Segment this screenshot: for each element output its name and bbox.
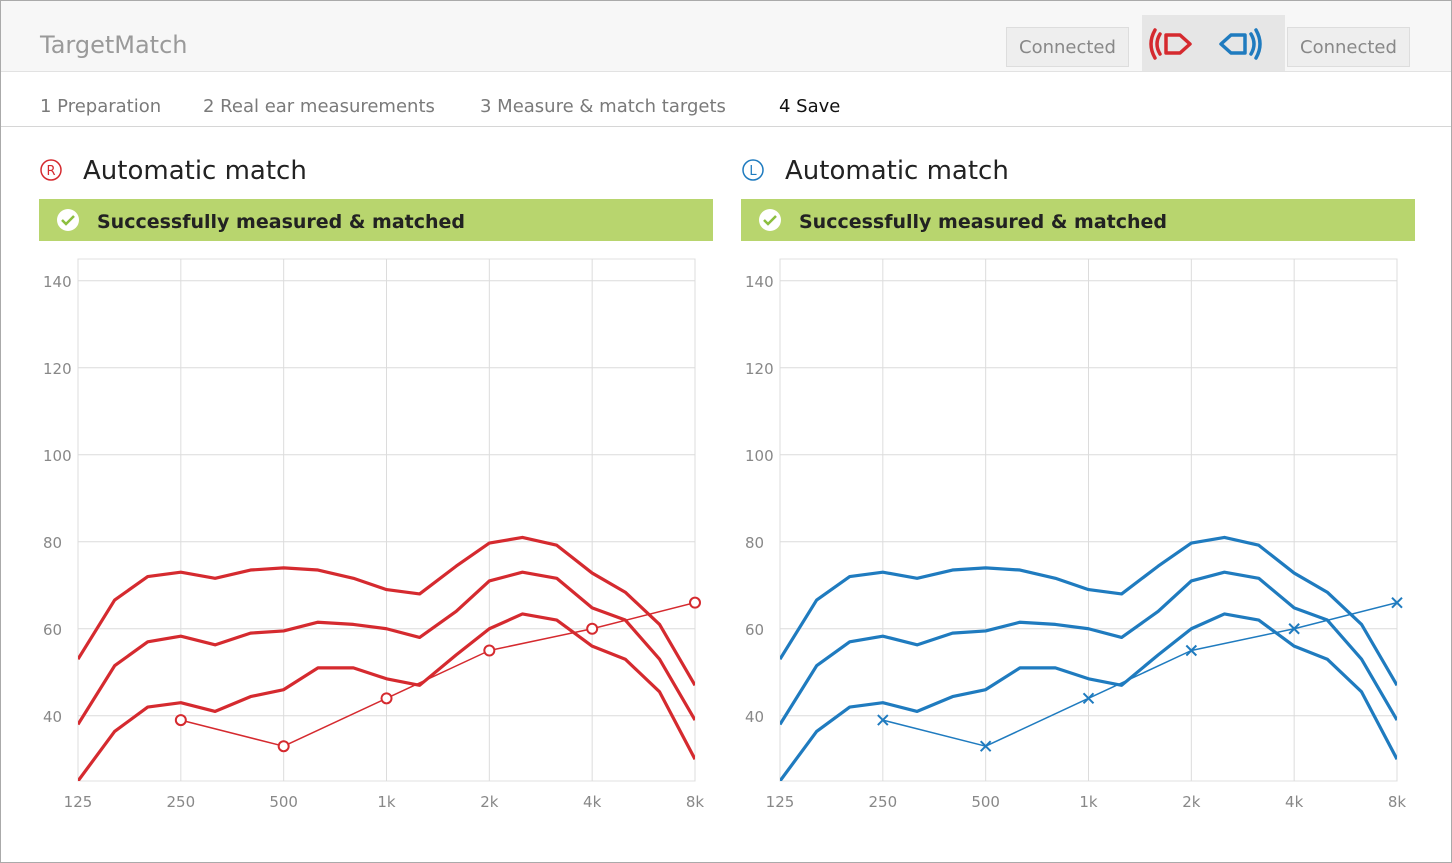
x-tick-label: 250: [869, 793, 898, 811]
marker: [877, 714, 889, 726]
step[interactable]: 2 Real ear measurements: [203, 96, 435, 117]
marker: [1288, 623, 1300, 635]
title-bar: TargetMatch Connected Connected: [1, 1, 1451, 72]
marker: [380, 692, 393, 705]
y-tick-label: 80: [745, 534, 764, 552]
x-tick-label: 125: [64, 793, 93, 811]
y-tick-label: 60: [43, 621, 62, 639]
status-banner: [39, 199, 713, 241]
y-tick-label: 140: [745, 273, 774, 291]
x-tick-label: 1k: [1079, 793, 1098, 811]
marker: [1185, 644, 1198, 657]
x-tick-label: 2k: [480, 793, 499, 811]
marker: [174, 714, 187, 727]
curve: [882, 601, 1397, 747]
y-tick-label: 100: [745, 447, 774, 465]
marker: [277, 740, 290, 753]
curve: [78, 612, 695, 781]
marker: [586, 622, 599, 635]
charts: R Automatic match Successfully measured & …: [39, 156, 1415, 811]
marker: [689, 596, 701, 609]
side-label: R: [46, 164, 55, 179]
x-tick-label: 500: [269, 793, 298, 811]
status-check: [61, 215, 75, 226]
side-label: L: [749, 164, 757, 179]
status-check-circle: [759, 209, 781, 231]
curve: [780, 570, 1397, 726]
side-badge: [40, 159, 62, 181]
marker: [979, 740, 992, 752]
curve: [780, 612, 1397, 781]
y-tick-label: 40: [43, 708, 62, 726]
status-right: Connected: [1287, 27, 1410, 67]
panel-title: Automatic match: [785, 156, 1009, 186]
curve: [780, 535, 1397, 687]
side-badge: [742, 159, 764, 181]
status-left: Connected: [1006, 27, 1129, 67]
step[interactable]: 1 Preparation: [40, 96, 162, 117]
speaker-icons: [1149, 28, 1262, 60]
app-title: TargetMatch: [40, 31, 188, 59]
status-check: [763, 215, 777, 226]
marker: [1391, 596, 1403, 609]
x-tick-label: 500: [971, 793, 1000, 811]
plot-area: [780, 535, 1397, 781]
marker: [1082, 692, 1095, 705]
x-tick-label: 125: [766, 793, 795, 811]
x-tick-label: 8k: [686, 793, 705, 811]
status-text: Successfully measured & matched: [799, 211, 1167, 233]
curve: [78, 570, 695, 726]
x-tick-label: 4k: [1285, 793, 1304, 811]
step[interactable]: 3 Measure & match targets: [480, 96, 726, 117]
x-tick-label: 250: [167, 793, 196, 811]
x-tick-label: 2k: [1182, 793, 1201, 811]
y-tick-label: 60: [745, 621, 764, 639]
y-tick-label: 80: [43, 534, 62, 552]
x-tick-label: 8k: [1388, 793, 1407, 811]
x-tick-label: 1k: [377, 793, 396, 811]
curve: [78, 535, 695, 687]
x-tick-label: 4k: [583, 793, 602, 811]
panel-title: Automatic match: [83, 156, 307, 186]
marker: [483, 644, 496, 657]
curve: [180, 601, 695, 747]
y-tick-label: 120: [43, 360, 72, 378]
step-bar: 1 Preparation 2 Real ear measurements 3 Me…: [1, 72, 1451, 127]
device-icons: [1142, 15, 1285, 71]
plot-area: [78, 535, 695, 781]
y-tick-label: 120: [745, 360, 774, 378]
y-tick-label: 100: [43, 447, 72, 465]
step[interactable]: 4 Save: [779, 96, 841, 117]
status-banner: [741, 199, 1415, 241]
status-text: Successfully measured & matched: [97, 211, 465, 233]
y-tick-label: 40: [745, 708, 764, 726]
status-check-circle: [57, 209, 79, 231]
y-tick-label: 140: [43, 273, 72, 291]
